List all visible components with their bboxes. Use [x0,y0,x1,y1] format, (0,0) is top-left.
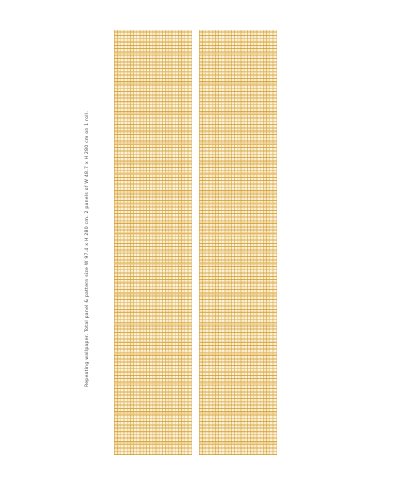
wallpaper-panel-left [114,30,192,455]
wallpaper-panel-right [199,30,277,455]
product-caption: Repeating wallpaper. Total panel & patte… [85,110,90,388]
